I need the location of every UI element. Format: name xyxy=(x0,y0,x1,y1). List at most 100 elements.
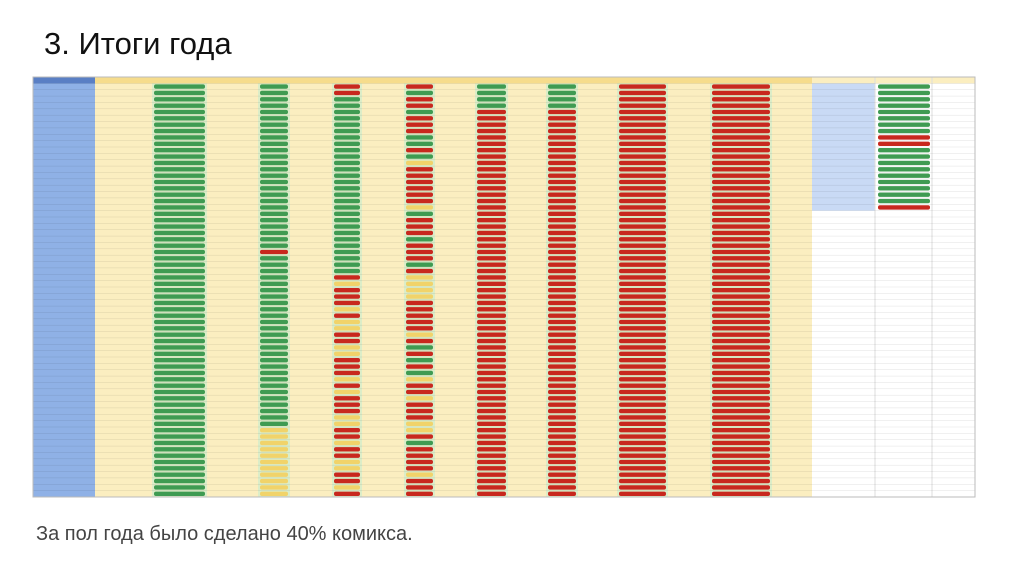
status-pill xyxy=(406,485,433,490)
status-pill xyxy=(260,440,288,446)
status-pill xyxy=(406,109,433,115)
sheet-column xyxy=(578,77,617,497)
status-pill xyxy=(712,491,770,496)
status-pill xyxy=(548,218,576,223)
status-pill xyxy=(154,466,205,471)
sheet-header-cell xyxy=(362,77,404,84)
sheet-header-cell xyxy=(290,77,332,84)
status-pill xyxy=(878,90,930,96)
status-pill xyxy=(477,288,506,293)
status-pill xyxy=(334,218,360,223)
status-pill xyxy=(154,268,205,274)
status-pill xyxy=(260,116,288,121)
status-pill xyxy=(712,472,770,477)
status-pill xyxy=(406,122,433,127)
status-pill xyxy=(260,428,288,433)
status-pill xyxy=(548,338,576,344)
status-pill xyxy=(406,243,433,248)
status-pill xyxy=(406,218,433,223)
status-pill xyxy=(548,300,576,306)
status-pill xyxy=(619,243,666,248)
status-pill xyxy=(260,90,288,96)
status-pill xyxy=(334,307,360,312)
status-pill xyxy=(712,103,770,108)
status-pill xyxy=(406,383,433,388)
status-pill xyxy=(477,97,506,102)
status-pill xyxy=(477,262,506,267)
status-pill xyxy=(260,313,288,318)
status-pill xyxy=(406,148,433,153)
status-pill xyxy=(712,434,770,439)
status-pill xyxy=(619,370,666,376)
sheet-header-cell xyxy=(207,77,258,84)
status-pill xyxy=(154,319,205,325)
status-pill xyxy=(154,313,205,318)
status-pill xyxy=(154,243,205,248)
status-pill xyxy=(334,383,360,388)
status-pill xyxy=(619,205,666,210)
status-pill xyxy=(548,275,576,280)
status-pill xyxy=(548,109,576,115)
status-pill xyxy=(260,84,288,89)
sheet-column xyxy=(546,77,578,497)
status-pill xyxy=(154,116,205,121)
status-pill xyxy=(619,186,666,191)
status-pill xyxy=(334,275,360,280)
status-pill xyxy=(154,491,205,496)
status-pill xyxy=(619,288,666,293)
status-pill xyxy=(406,402,433,407)
status-pill xyxy=(406,396,433,401)
status-pill xyxy=(406,237,433,242)
status-pill xyxy=(548,167,576,172)
status-pill xyxy=(334,141,360,146)
sheet-column xyxy=(435,77,475,497)
status-pill xyxy=(260,173,288,178)
status-pill xyxy=(477,485,506,490)
status-pill xyxy=(154,478,205,484)
status-pill xyxy=(477,141,506,146)
status-pill xyxy=(406,459,433,465)
status-pill xyxy=(619,198,666,204)
status-pill xyxy=(406,192,433,197)
status-pill xyxy=(548,434,576,439)
status-pill xyxy=(712,135,770,140)
status-pill xyxy=(619,128,666,134)
status-pill xyxy=(712,408,770,414)
status-pill xyxy=(548,383,576,388)
status-pill xyxy=(406,338,433,344)
status-pill xyxy=(406,275,433,280)
status-pill xyxy=(334,198,360,204)
status-pill xyxy=(712,167,770,172)
status-pill xyxy=(154,421,205,426)
status-pill xyxy=(712,338,770,344)
status-pill xyxy=(260,218,288,223)
status-pill xyxy=(712,332,770,337)
status-pill xyxy=(712,364,770,369)
status-pill xyxy=(548,389,576,395)
status-pill xyxy=(548,313,576,318)
status-pill xyxy=(334,116,360,121)
status-pill xyxy=(260,128,288,134)
status-pill xyxy=(406,415,433,420)
status-pill xyxy=(477,383,506,388)
status-pill xyxy=(712,205,770,210)
status-pill xyxy=(619,415,666,420)
status-pill xyxy=(260,338,288,344)
status-pill xyxy=(477,116,506,121)
status-pill xyxy=(260,268,288,274)
status-pill xyxy=(712,192,770,197)
status-pill xyxy=(154,294,205,299)
sheet-column xyxy=(475,77,508,497)
status-pill xyxy=(619,218,666,223)
status-pill xyxy=(406,364,433,369)
status-pill xyxy=(154,434,205,439)
status-pill xyxy=(154,415,205,420)
status-pill xyxy=(548,466,576,471)
status-pill xyxy=(712,268,770,274)
status-pill xyxy=(334,459,360,465)
status-pill xyxy=(406,313,433,318)
status-pill xyxy=(878,160,930,166)
status-pill xyxy=(619,421,666,426)
status-pill xyxy=(548,84,576,89)
sheet-header-cell xyxy=(152,77,207,84)
